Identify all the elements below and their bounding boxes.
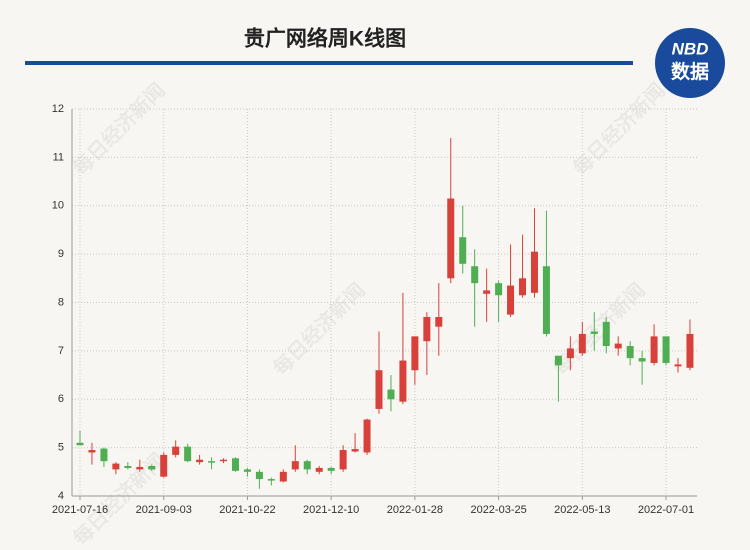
candle-body <box>148 466 156 470</box>
candle-body <box>196 459 204 463</box>
candle-body <box>220 459 228 462</box>
candle-body <box>554 355 562 366</box>
candle-body <box>638 358 646 362</box>
candle-body <box>519 278 527 296</box>
candle-body <box>566 348 574 359</box>
candle-body <box>315 467 323 472</box>
candle-body <box>363 419 371 453</box>
x-tick-label: 2022-07-01 <box>638 504 694 516</box>
candle-body <box>662 336 670 363</box>
x-tick-label: 2021-10-22 <box>219 504 275 516</box>
candle-body <box>686 333 694 368</box>
candle-body <box>590 331 598 334</box>
candle-body <box>375 370 383 409</box>
candle-body <box>255 471 263 480</box>
candle-body <box>88 450 96 453</box>
logo-text: NBD <box>672 39 709 58</box>
logo <box>655 28 725 98</box>
candle-body <box>483 290 491 294</box>
x-tick-label: 2022-03-25 <box>470 504 526 516</box>
candle-body <box>399 360 407 402</box>
x-tick-label: 2021-12-10 <box>303 504 359 516</box>
candle-body <box>136 466 144 470</box>
candle-body <box>530 251 538 293</box>
y-tick-label: 9 <box>58 248 64 260</box>
candle-body <box>76 442 84 446</box>
candle-body <box>471 266 479 284</box>
candle-body <box>231 458 239 471</box>
x-tick-label: 2022-01-28 <box>387 504 443 516</box>
candle-body <box>423 317 431 342</box>
candle-body <box>100 448 108 462</box>
candle-body <box>124 466 132 468</box>
candle-body <box>542 266 550 334</box>
candle-body <box>602 321 610 347</box>
candle-body <box>674 364 682 367</box>
candle-body <box>507 285 515 315</box>
y-tick-label: 7 <box>58 345 64 357</box>
title-rule <box>25 61 633 65</box>
candle-body <box>327 467 335 471</box>
candle-body <box>160 454 168 477</box>
candle-body <box>411 336 419 371</box>
candle-body <box>351 449 359 452</box>
x-tick-label: 2022-05-13 <box>554 504 610 516</box>
candle-body <box>279 471 287 482</box>
candle-body <box>459 237 467 264</box>
candle-body <box>112 463 120 470</box>
candle-body <box>303 461 311 470</box>
candle-body <box>435 317 443 327</box>
candle-body <box>172 446 180 455</box>
x-tick-label: 2021-09-03 <box>136 504 192 516</box>
candle-body <box>184 446 192 462</box>
y-tick-label: 11 <box>53 151 64 163</box>
y-tick-label: 5 <box>58 442 64 454</box>
y-tick-label: 8 <box>58 296 64 308</box>
candle-body <box>339 450 347 470</box>
candle-body <box>447 198 455 279</box>
candle-body <box>243 469 251 472</box>
y-tick-label: 4 <box>58 490 64 502</box>
candle-body <box>495 283 503 296</box>
candle-body <box>614 343 622 349</box>
candle-body <box>578 333 586 354</box>
y-tick-label: 12 <box>52 103 64 115</box>
candle-body <box>267 479 275 481</box>
y-tick-label: 6 <box>58 393 64 405</box>
candle-body <box>208 461 216 463</box>
logo-text: 数据 <box>671 60 709 83</box>
x-tick-label: 2021-07-16 <box>52 504 108 516</box>
candle-body <box>387 389 395 400</box>
candle-body <box>626 346 634 359</box>
candle-body <box>291 461 299 470</box>
chart-title: 贵广网络周K线图 <box>244 27 406 51</box>
y-tick-label: 10 <box>52 200 64 212</box>
candle-body <box>650 336 658 363</box>
